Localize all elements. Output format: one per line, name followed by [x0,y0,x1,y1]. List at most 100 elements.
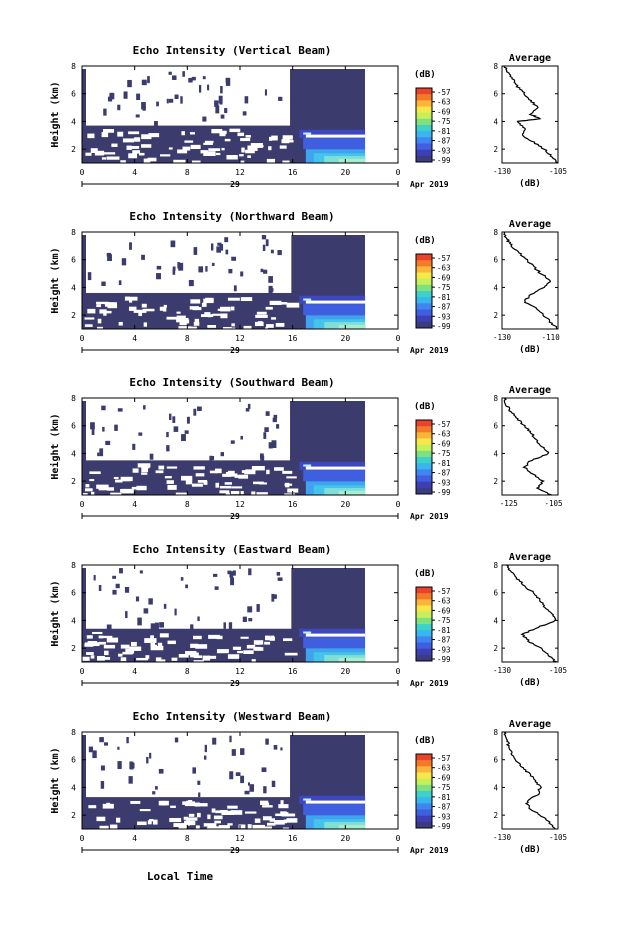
after-data-region [365,565,398,662]
echo-speckle [202,116,207,122]
echo-speckle [240,748,245,755]
gap-patch [286,302,300,308]
gap-patch [282,135,293,140]
gap-patch [281,812,289,817]
gap-patch [211,313,222,316]
profile-title: Average [509,552,551,563]
gap-patch [240,160,245,165]
gap-patch [278,804,289,809]
x-tick-label: 20 [341,834,351,843]
after-data-region [365,66,398,163]
echo-speckle [210,243,214,251]
echo-speckle [272,594,277,599]
echo-speckle [272,417,277,423]
gap-patch [284,813,296,817]
colorbar-swatch [416,432,432,439]
colorbar-swatch [416,131,432,138]
echo-speckle [141,79,147,86]
echo-speckle [186,416,190,424]
echo-speckle [204,744,208,753]
gap-patch [141,472,148,475]
y-tick-label: 6 [71,90,76,99]
gap-patch [118,653,123,657]
echo-speckle [180,577,184,581]
gap-patch [287,488,299,493]
x-tick-label: 12 [235,667,245,676]
gap-patch [220,313,228,319]
echo-speckle [268,285,273,294]
echo-speckle [129,761,132,770]
colorbar-frame [415,753,433,829]
echo-speckle [278,96,283,101]
echo-plume [338,824,366,829]
bright-band-edge [303,798,312,801]
echo-speckle [117,104,121,111]
gap-patch [88,805,97,809]
colorbar-swatch [416,760,432,767]
gap-patch [101,132,109,138]
gap-patch [251,491,256,496]
gap-patch [282,160,290,164]
echo-speckle [188,77,193,83]
profile-x-tick-label: -105 [544,499,562,508]
panel-2: Echo Intensity (Southward Beam) 2 4 6 8 Heigh… [49,376,563,521]
profile-y-tick-label: 6 [493,256,498,265]
gap-patch [231,323,235,327]
profile-line [503,397,552,496]
gap-patch [247,824,252,829]
gap-patch [222,473,232,477]
gap-patch [125,648,135,654]
echo-plume [303,637,366,649]
x-tick-label: 0 [80,500,85,509]
echo-plume [338,324,366,329]
gap-patch [184,140,194,143]
gap-patch [245,469,256,473]
gap-patch [92,631,103,635]
echo-speckle [99,737,104,743]
echo-speckle [114,424,118,431]
gap-patch [103,644,116,649]
echo-speckle [156,101,159,107]
colorbar-swatch [416,254,432,261]
colorbar-swatch [416,593,432,600]
gap-patch [142,308,155,312]
gap-patch [251,465,265,471]
colorbar-tick-label: -87 [437,303,451,312]
colorbar-swatch [416,118,432,126]
echo-plume [338,158,366,163]
echo-speckle [182,71,185,77]
colorbar-tick-label: -81 [437,127,451,136]
x-tick-label: 0 [396,334,401,343]
gap-patch [262,816,272,821]
gap-patch [204,140,214,144]
gap-patch [237,132,245,137]
colorbar-swatch [416,450,432,458]
gap-patch [195,825,200,830]
gap-patch [98,635,104,639]
gap-patch [254,321,264,327]
gap-patch [255,640,261,645]
profile-y-tick-label: 2 [493,311,498,320]
gap-patch [188,326,197,329]
echo-speckle [136,93,141,101]
echo-speckle [169,413,172,421]
colorbar-swatch [416,784,432,792]
profile-y-tick-label: 4 [493,283,498,292]
gap-patch [166,466,178,469]
panel-title: Echo Intensity (Eastward Beam) [133,543,332,556]
echo-speckle [205,266,208,272]
echo-speckle [88,746,94,753]
gap-patch [274,820,287,824]
echo-speckle [101,405,106,411]
echo-speckle [168,98,174,103]
gap-patch [220,306,231,312]
gap-patch [190,643,199,648]
gap-patch [96,816,106,822]
profile-y-tick-label: 4 [493,449,498,458]
echo-speckle [132,443,136,450]
y-axis-label: Height (km) [49,580,61,646]
gap-patch [97,318,102,324]
gap-patch [155,470,164,474]
gap-patch [227,297,240,301]
gap-patch [141,467,149,473]
